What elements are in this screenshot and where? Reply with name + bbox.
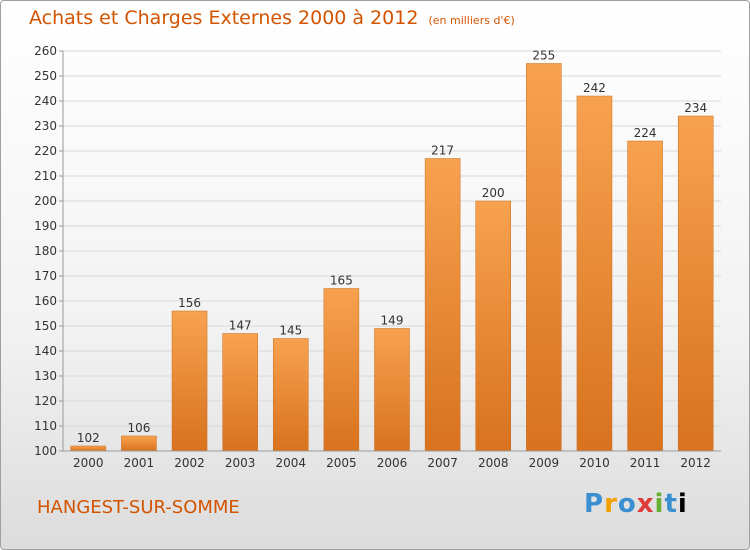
proxiti-logo[interactable]: Proxiti	[584, 489, 688, 519]
y-tick-label: 170	[34, 269, 57, 283]
bar-value-label: 156	[178, 296, 201, 310]
y-tick-label: 240	[34, 94, 57, 108]
commune-name: HANGEST-SUR-SOMME	[37, 497, 240, 518]
x-tick-label: 2005	[326, 456, 357, 470]
y-tick-label: 230	[34, 119, 57, 133]
bar[interactable]	[222, 333, 258, 452]
x-tick-label: 2010	[579, 456, 610, 470]
bar[interactable]	[273, 338, 309, 452]
bar-value-label: 242	[583, 81, 606, 95]
y-tick-label: 100	[34, 444, 57, 458]
title-text: Achats et Charges Externes 2000 à 2012	[29, 7, 419, 29]
x-tick-label: 2002	[174, 456, 205, 470]
bar-value-label: 224	[634, 126, 657, 140]
y-tick-label: 150	[34, 319, 57, 333]
bar[interactable]	[70, 445, 107, 452]
y-tick-label: 260	[34, 44, 57, 58]
bar-value-label: 149	[381, 314, 404, 328]
bar-value-label: 102	[77, 431, 100, 445]
x-tick-label: 2008	[478, 456, 509, 470]
y-tick-label: 200	[34, 194, 57, 208]
x-tick-label: 2000	[73, 456, 104, 470]
x-tick-label: 2001	[124, 456, 155, 470]
bar-value-label: 147	[229, 319, 252, 333]
y-tick-label: 210	[34, 169, 57, 183]
bar[interactable]	[424, 158, 461, 452]
x-tick-label: 2009	[529, 456, 560, 470]
y-tick-label: 120	[34, 394, 57, 408]
x-tick-label: 2007	[427, 456, 458, 470]
x-tick-label: 2012	[680, 456, 711, 470]
y-tick-label: 110	[34, 419, 57, 433]
x-axis: 2000 2001 2002 2003 2004 2005 2006 2007 2008 2009…	[63, 450, 721, 470]
bar[interactable]	[475, 200, 511, 452]
bar[interactable]	[374, 328, 410, 452]
bar[interactable]	[121, 435, 157, 452]
chart-title: Achats et Charges Externes 2000 à 2012 (e…	[29, 7, 515, 29]
bar[interactable]	[627, 140, 663, 452]
bars: 102 106 156 147 145 165 149 217 200 255 242 224 234	[70, 49, 714, 452]
bar[interactable]	[171, 310, 208, 452]
y-tick-label: 190	[34, 219, 57, 233]
bar-value-label: 165	[330, 274, 353, 288]
bar-value-label: 217	[431, 144, 454, 158]
bar-value-label: 106	[127, 421, 150, 435]
bar[interactable]	[677, 115, 714, 452]
bar[interactable]	[526, 63, 562, 452]
x-tick-label: 2004	[275, 456, 306, 470]
bar-value-label: 145	[279, 324, 302, 338]
bar-value-label: 255	[532, 49, 555, 63]
y-tick-label: 130	[34, 369, 57, 383]
x-tick-label: 2011	[630, 456, 661, 470]
subtitle-text: (en milliers d'€)	[428, 14, 515, 27]
bar-value-label: 234	[684, 101, 707, 115]
y-axis: 100 110 120 130 140 150 160 170 180 190 200 210 220 2…	[34, 44, 64, 458]
x-tick-label: 2006	[377, 456, 408, 470]
y-tick-label: 250	[34, 69, 57, 83]
bar[interactable]	[323, 288, 360, 452]
y-tick-label: 160	[34, 294, 57, 308]
y-tick-label: 180	[34, 244, 57, 258]
bar-value-label: 200	[482, 186, 505, 200]
y-tick-label: 220	[34, 144, 57, 158]
y-tick-label: 140	[34, 344, 57, 358]
x-tick-label: 2003	[225, 456, 256, 470]
bar[interactable]	[576, 95, 613, 452]
